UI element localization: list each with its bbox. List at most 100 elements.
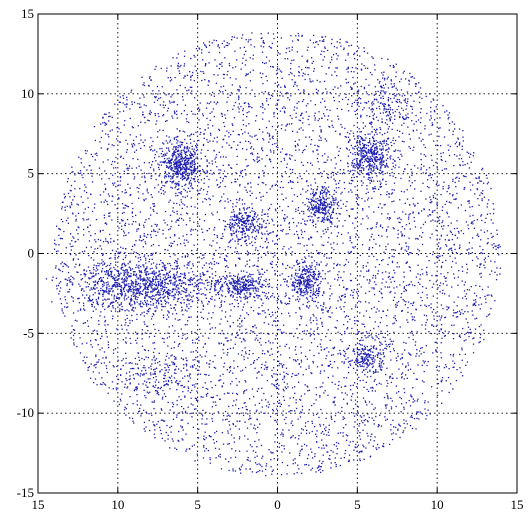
data-point — [380, 186, 383, 188]
data-point — [186, 206, 188, 208]
data-point — [222, 443, 225, 445]
data-point — [203, 189, 205, 191]
data-point — [408, 399, 410, 402]
data-point — [363, 86, 366, 89]
data-point — [126, 103, 128, 105]
data-point — [93, 365, 95, 367]
data-point — [456, 192, 458, 195]
data-point — [392, 158, 394, 161]
data-point — [435, 144, 437, 147]
data-point — [457, 296, 459, 298]
data-point — [369, 160, 372, 162]
data-point — [387, 397, 389, 400]
data-point — [334, 326, 336, 328]
data-point — [265, 366, 267, 368]
data-point — [227, 70, 229, 73]
data-point — [145, 426, 147, 428]
data-point — [450, 354, 452, 356]
data-point — [412, 304, 414, 307]
data-point — [334, 71, 336, 73]
data-point — [296, 261, 298, 263]
data-point — [350, 389, 352, 391]
data-point — [299, 298, 301, 300]
data-point — [184, 157, 187, 159]
data-point — [173, 100, 175, 103]
data-point — [480, 333, 482, 336]
data-point — [103, 351, 106, 353]
data-point — [110, 241, 112, 243]
data-point — [388, 410, 390, 412]
data-point — [153, 210, 155, 212]
data-point — [376, 180, 379, 182]
data-point — [460, 204, 462, 206]
data-point — [205, 63, 207, 65]
data-point — [314, 119, 316, 121]
data-point — [276, 300, 278, 302]
data-point — [458, 180, 460, 182]
data-point — [407, 364, 410, 366]
data-point — [97, 280, 100, 282]
data-point — [74, 319, 76, 321]
data-point — [431, 324, 433, 326]
data-point — [166, 318, 168, 320]
data-point — [54, 239, 56, 241]
data-point — [289, 158, 291, 160]
data-point — [64, 195, 66, 198]
data-point — [443, 275, 445, 278]
data-point — [232, 404, 234, 407]
data-point — [192, 229, 194, 231]
data-point — [152, 203, 154, 205]
data-point — [304, 148, 306, 151]
data-point — [280, 363, 282, 365]
data-point — [159, 429, 162, 431]
data-point — [99, 194, 102, 196]
data-point — [402, 431, 404, 434]
data-point — [354, 320, 356, 322]
data-point — [407, 301, 410, 303]
data-point — [273, 224, 275, 226]
data-point — [165, 120, 167, 122]
data-point — [288, 297, 290, 299]
data-point — [204, 373, 206, 376]
data-point — [402, 299, 404, 301]
data-point — [358, 172, 360, 175]
data-point — [293, 221, 295, 224]
data-point — [336, 235, 338, 237]
data-point — [73, 329, 76, 331]
data-point — [295, 402, 297, 404]
data-point — [125, 191, 127, 193]
data-point — [177, 319, 179, 321]
data-point — [438, 259, 440, 261]
data-point — [413, 146, 415, 148]
data-point — [223, 258, 226, 260]
data-point — [386, 418, 388, 420]
data-point — [381, 57, 383, 60]
data-point — [271, 95, 274, 97]
data-point — [72, 258, 75, 260]
data-point — [306, 49, 309, 51]
data-point — [276, 102, 278, 105]
data-point — [239, 337, 241, 339]
data-point — [292, 169, 294, 171]
data-point — [384, 166, 386, 168]
data-point — [391, 128, 393, 130]
data-point — [384, 404, 387, 406]
data-point — [358, 330, 360, 333]
data-point — [219, 398, 221, 400]
data-point — [252, 326, 254, 328]
data-point — [405, 118, 407, 120]
data-point — [404, 99, 406, 102]
data-point — [304, 230, 306, 233]
data-point — [367, 270, 370, 272]
data-point — [323, 370, 325, 372]
data-point — [352, 440, 354, 443]
data-point — [282, 199, 285, 201]
data-point — [370, 236, 372, 238]
data-point — [248, 418, 250, 421]
data-point — [455, 316, 458, 318]
data-point — [327, 431, 330, 433]
data-point — [418, 82, 420, 84]
data-point — [442, 105, 444, 107]
data-point — [392, 249, 395, 251]
data-point — [296, 131, 298, 133]
